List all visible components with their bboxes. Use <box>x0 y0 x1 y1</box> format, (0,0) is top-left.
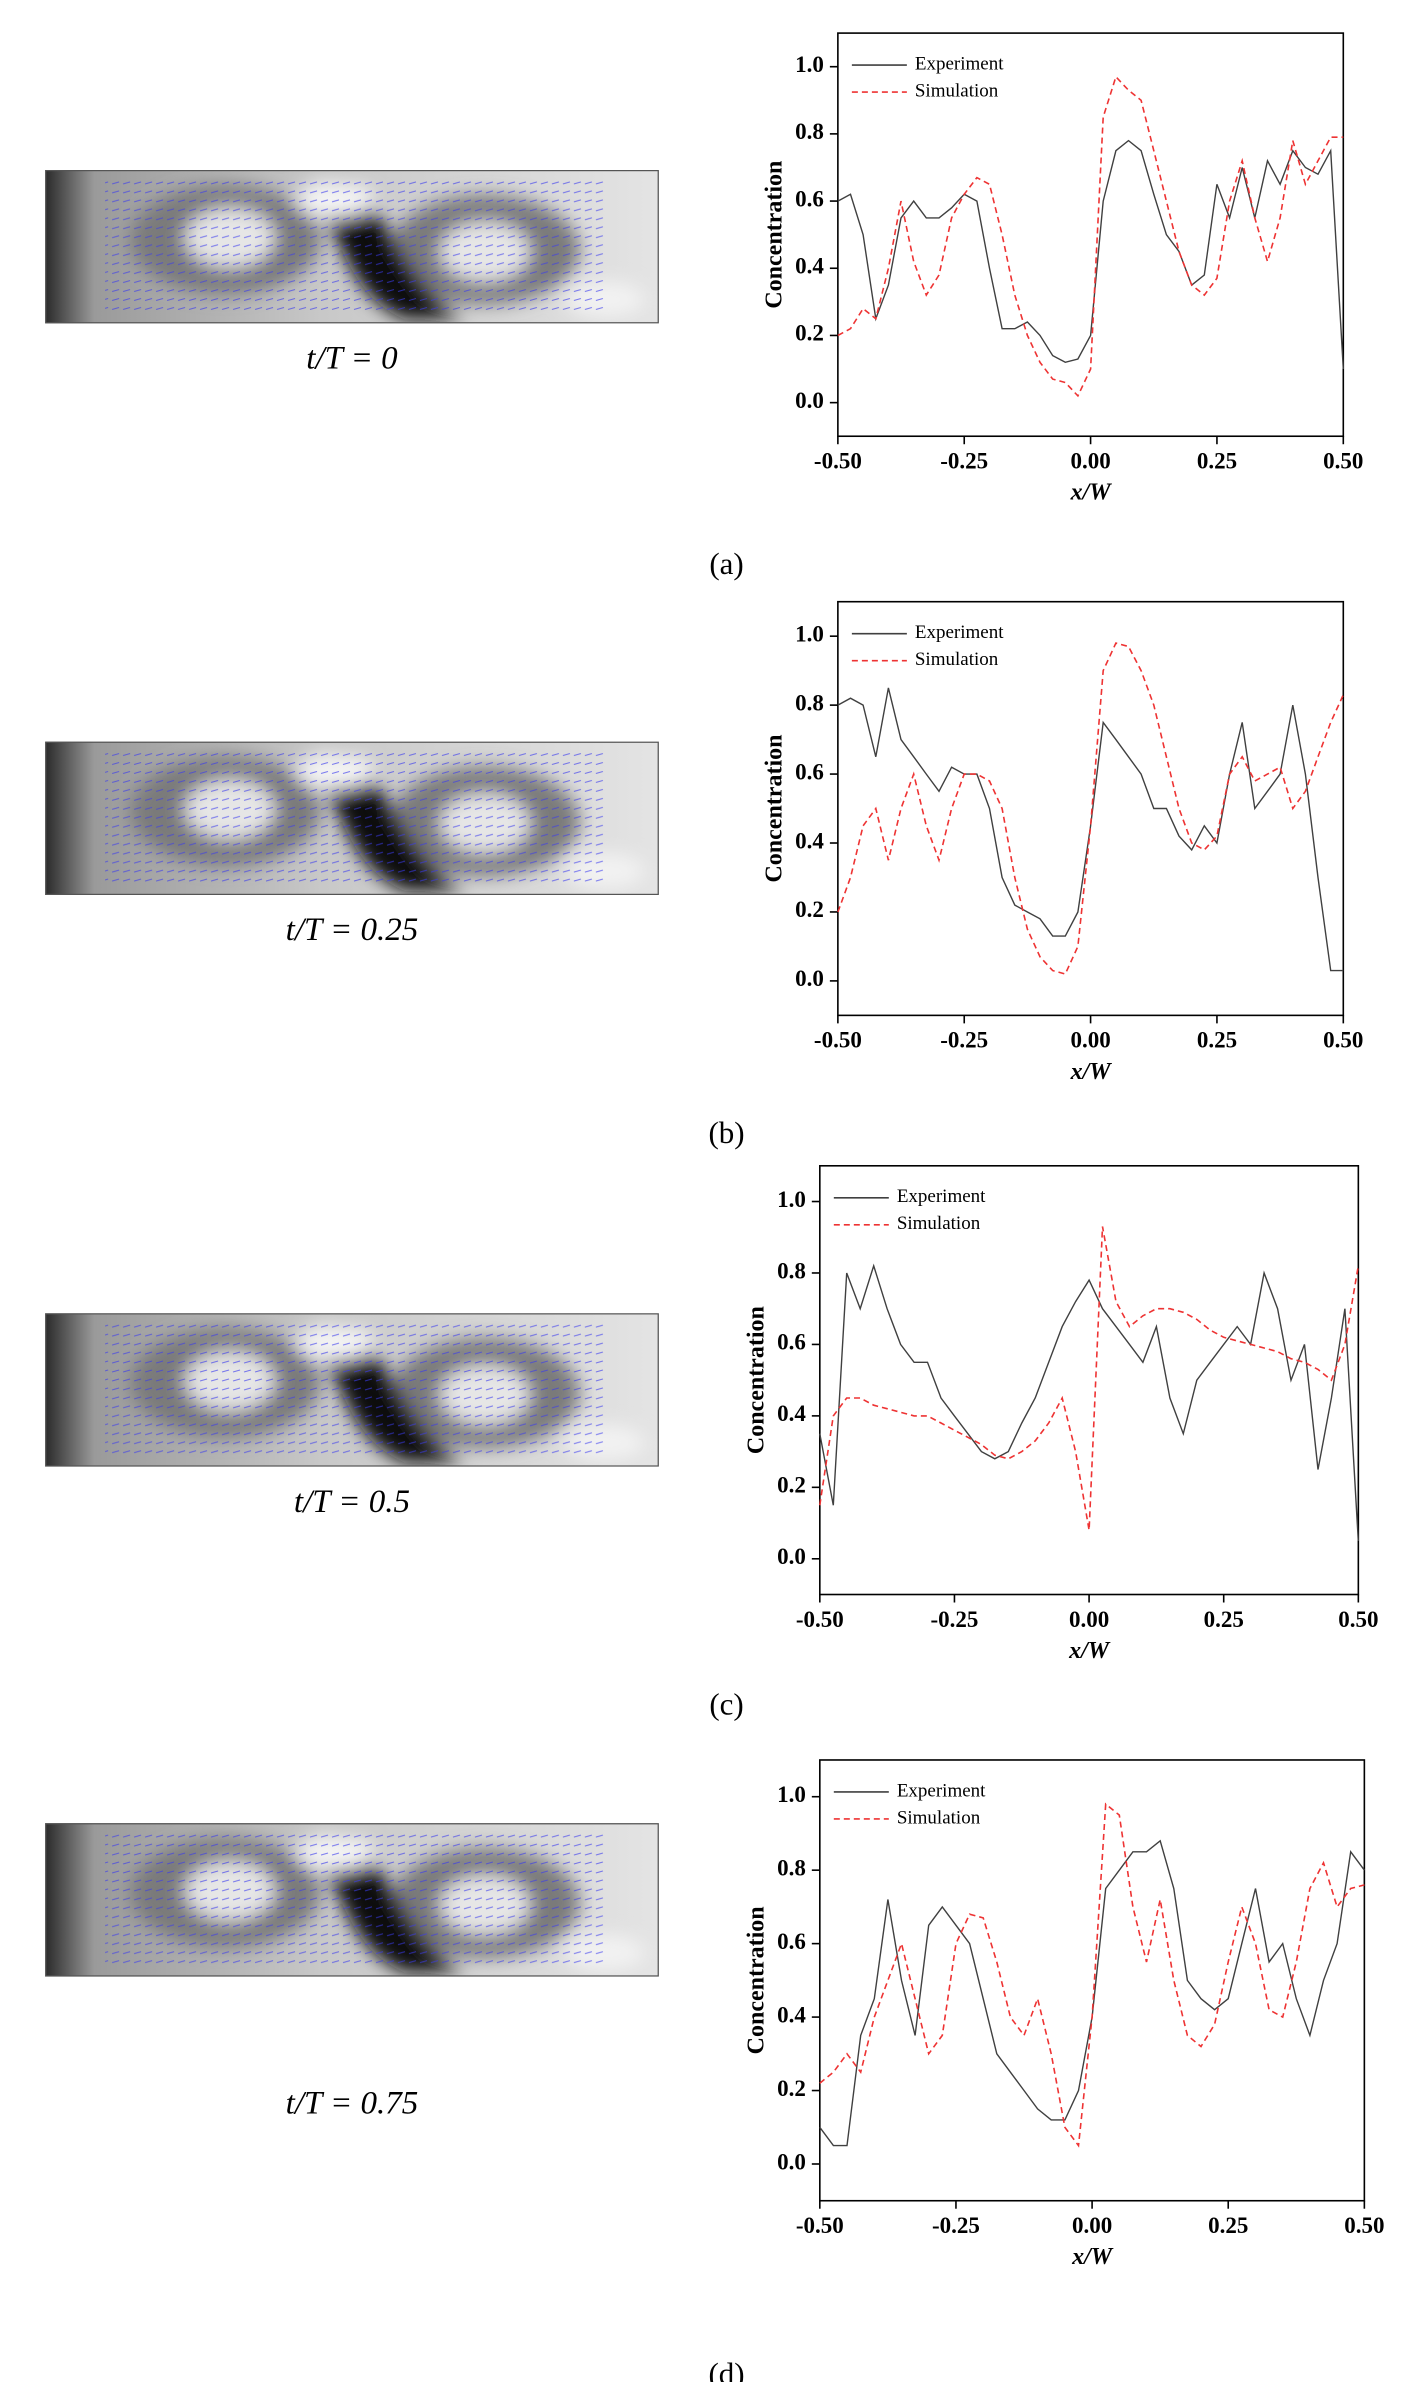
x-axis-label: x/W <box>1070 480 1113 506</box>
x-tick-label: -0.25 <box>932 2213 980 2238</box>
y-tick-label: 0.2 <box>777 2076 806 2101</box>
x-axis-label: x/W <box>1071 2244 1114 2270</box>
y-axis-label: Concentration <box>761 735 787 883</box>
flow-field-image <box>45 170 659 323</box>
series-line <box>837 687 1344 972</box>
series-line <box>837 75 1344 398</box>
x-tick-label: -0.50 <box>796 1607 844 1632</box>
plot-frame <box>837 32 1345 438</box>
y-axis-label: Concentration <box>743 1306 769 1454</box>
legend-label: Simulation <box>897 1213 981 1234</box>
image-caption: t/T = 0.75 <box>286 2086 419 2122</box>
y-tick-label: 0.8 <box>795 119 824 144</box>
x-tick-label: 0.25 <box>1197 1028 1237 1053</box>
x-axis-label: x/W <box>1068 1638 1111 1664</box>
legend-label: Experiment <box>897 1780 986 1801</box>
y-tick-label: 0.2 <box>777 1473 806 1498</box>
x-tick-label: 0.00 <box>1069 1607 1109 1632</box>
panel-label: (c) <box>709 1686 743 1721</box>
series-line <box>819 1226 1360 1531</box>
x-tick-label: -0.50 <box>796 2213 844 2238</box>
y-axis-label: Concentration <box>761 161 787 309</box>
x-axis-label: x/W <box>1070 1059 1113 1085</box>
y-tick-label: 0.6 <box>795 759 824 784</box>
x-tick-label: 0.00 <box>1072 2213 1112 2238</box>
plot-frame <box>837 600 1345 1017</box>
x-tick-label: 0.00 <box>1070 1028 1110 1053</box>
image-caption: t/T = 0.25 <box>286 912 419 948</box>
y-tick-label: 1.0 <box>777 1782 806 1807</box>
image-caption: t/T = 0.5 <box>294 1484 410 1520</box>
series-line <box>837 139 1344 370</box>
series-line <box>837 642 1345 975</box>
x-tick-label: 0.50 <box>1338 1607 1378 1632</box>
y-tick-label: 0.8 <box>777 1258 806 1283</box>
image-caption: t/T = 0 <box>306 341 398 377</box>
x-tick-label: 0.00 <box>1070 449 1110 474</box>
y-tick-label: 0.4 <box>777 2002 806 2027</box>
legend-label: Simulation <box>915 80 999 101</box>
legend-label: Simulation <box>897 1807 981 1828</box>
legend-label: Simulation <box>915 649 999 670</box>
y-tick-label: 0.4 <box>795 828 824 853</box>
y-tick-label: 0.0 <box>795 966 824 991</box>
series-line <box>819 1263 1359 1541</box>
panel-label: (d) <box>708 2356 744 2382</box>
x-tick-label: -0.50 <box>814 449 862 474</box>
y-tick-label: 1.0 <box>795 621 824 646</box>
series-line <box>819 1802 1365 2148</box>
y-tick-label: 1.0 <box>795 52 824 77</box>
panel-label: (a) <box>709 546 743 581</box>
x-tick-label: 0.25 <box>1204 1607 1244 1632</box>
y-axis-label: Concentration <box>743 1906 769 2054</box>
y-tick-label: 0.0 <box>777 2149 806 2174</box>
x-tick-label: -0.25 <box>930 1607 978 1632</box>
flow-field-image <box>45 1823 659 1976</box>
x-tick-label: 0.25 <box>1197 449 1237 474</box>
flow-field-image <box>45 1313 659 1466</box>
x-tick-label: 0.50 <box>1323 1028 1363 1053</box>
y-tick-label: 0.6 <box>777 1330 806 1355</box>
y-tick-label: 1.0 <box>777 1187 806 1212</box>
x-tick-label: -0.25 <box>940 1028 988 1053</box>
y-tick-label: 0.4 <box>795 254 824 279</box>
y-tick-label: 0.6 <box>795 186 824 211</box>
series-line <box>819 1839 1365 2147</box>
x-tick-label: -0.25 <box>940 449 988 474</box>
x-tick-label: -0.50 <box>814 1028 862 1053</box>
flow-field-image <box>45 742 659 895</box>
x-tick-label: 0.25 <box>1208 2213 1248 2238</box>
y-tick-label: 0.0 <box>777 1544 806 1569</box>
legend-label: Experiment <box>915 53 1004 74</box>
y-tick-label: 0.6 <box>777 1929 806 1954</box>
legend-label: Experiment <box>897 1186 986 1207</box>
y-tick-label: 0.2 <box>795 321 824 346</box>
x-tick-label: 0.50 <box>1323 449 1363 474</box>
y-tick-label: 0.8 <box>777 1855 806 1880</box>
panel-label: (b) <box>708 1115 744 1150</box>
y-tick-label: 0.2 <box>795 897 824 922</box>
y-tick-label: 0.0 <box>795 388 824 413</box>
x-tick-label: 0.50 <box>1344 2213 1384 2238</box>
legend-label: Experiment <box>915 622 1004 643</box>
y-tick-label: 0.8 <box>795 690 824 715</box>
y-tick-label: 0.4 <box>777 1401 806 1426</box>
